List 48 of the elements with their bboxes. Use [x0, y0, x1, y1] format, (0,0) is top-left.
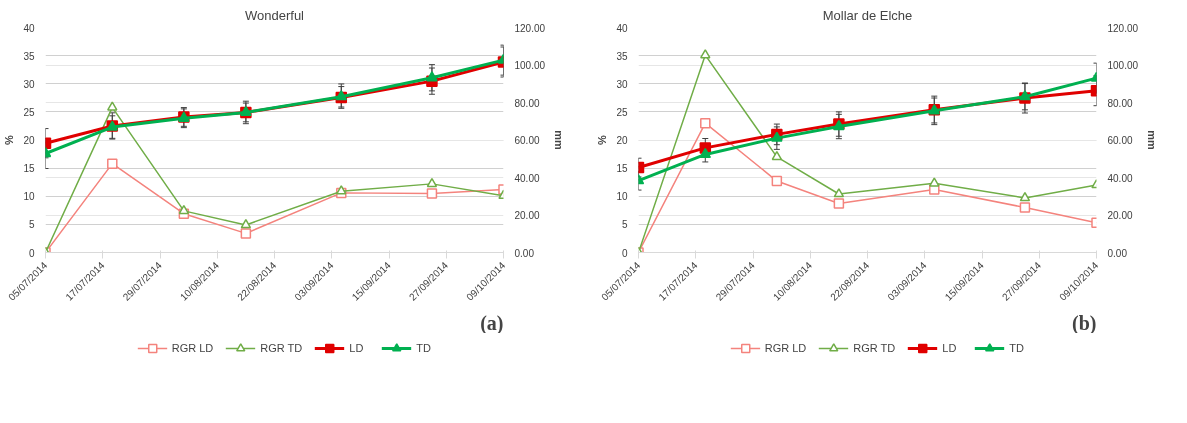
text: (a): [480, 311, 504, 335]
y2-tick-label: 20.00: [1107, 210, 1133, 221]
legend-label: RGR TD: [853, 342, 896, 354]
y-tick-label: 35: [616, 50, 628, 62]
y2-tick-label: 100.00: [514, 60, 546, 71]
text: (b): [1072, 311, 1097, 335]
y2-tick-label: 120.00: [514, 22, 546, 34]
y-tick-label: 25: [23, 106, 35, 118]
y-tick-label: 40: [23, 22, 35, 34]
y2-tick-label: 0.00: [514, 247, 535, 259]
y-tick-label: 15: [23, 163, 35, 175]
chart-title: Mollar de Elche: [822, 7, 913, 23]
y2-tick-label: 100.00: [1107, 60, 1139, 71]
y2-tick-label: 60.00: [1107, 135, 1133, 146]
y2-axis-title: mm: [1146, 130, 1159, 150]
y-tick-label: 5: [28, 219, 35, 231]
y2-axis-title: mm: [553, 130, 566, 150]
y-axis-title: %: [596, 134, 609, 145]
y2-tick-label: 0.00: [1107, 247, 1128, 259]
chart-title: Wonderful: [244, 7, 305, 23]
y-tick-label: 10: [616, 191, 628, 203]
y-tick-label: 30: [23, 78, 35, 90]
y-tick-label: 5: [621, 219, 628, 231]
y2-tick-label: 40.00: [1107, 172, 1133, 184]
legend-label: TD: [1009, 342, 1025, 354]
legend-label: LD: [349, 342, 365, 354]
y-tick-label: 20: [23, 135, 35, 146]
y2-tick-label: 20.00: [514, 210, 540, 221]
y-tick-label: 10: [23, 191, 35, 203]
y-tick-label: 40: [616, 22, 628, 34]
y-tick-label: 0: [621, 247, 628, 259]
y2-tick-label: 60.00: [514, 135, 540, 146]
y2-tick-label: 120.00: [1107, 22, 1139, 34]
y2-tick-label: 80.00: [1107, 97, 1133, 109]
legend-label: TD: [416, 342, 432, 354]
y2-tick-label: 80.00: [514, 97, 540, 109]
y-tick-label: 20: [616, 135, 628, 146]
legend-label: RGR TD: [260, 342, 303, 354]
legend-label: RGR LD: [171, 342, 214, 354]
y-tick-label: 25: [616, 106, 628, 118]
y-tick-label: 0: [28, 247, 35, 259]
legend-label: LD: [942, 342, 958, 354]
y-axis-title: %: [3, 134, 16, 145]
legend-label: RGR LD: [764, 342, 807, 354]
y-tick-label: 15: [616, 163, 628, 175]
y-tick-label: 35: [23, 50, 35, 62]
y2-tick-label: 40.00: [514, 172, 540, 184]
y-tick-label: 30: [616, 78, 628, 90]
